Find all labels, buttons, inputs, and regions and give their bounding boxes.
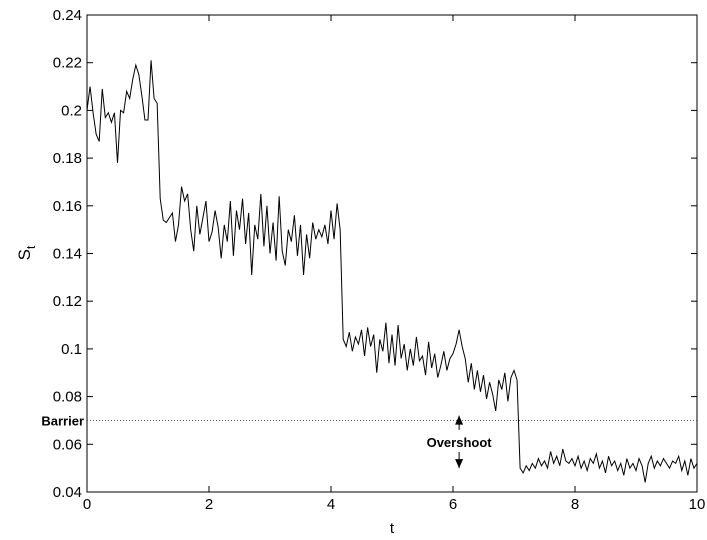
x-tick-label: 4 <box>327 496 335 513</box>
y-tick-label: 0.14 <box>53 246 82 263</box>
y-tick-label: 0.2 <box>61 102 82 119</box>
overshoot-arrowhead-down <box>455 459 464 469</box>
y-tick-label: 0.1 <box>61 341 82 358</box>
y-axis-label-main: S <box>15 249 34 260</box>
x-tick-label: 8 <box>571 496 579 513</box>
y-tick-label: 0.24 <box>53 7 82 24</box>
x-tick-label: 10 <box>689 496 706 513</box>
y-tick-label: 0.06 <box>53 436 82 453</box>
x-tick-label: 2 <box>205 496 213 513</box>
plot-frame <box>86 14 698 493</box>
x-axis-label: t <box>390 520 395 537</box>
y-axis-label: St <box>15 245 38 260</box>
overshoot-label: Overshoot <box>427 435 493 450</box>
x-tick-label: 6 <box>449 496 457 513</box>
y-tick-label: 0.18 <box>53 150 82 167</box>
y-tick-label: 0.22 <box>53 55 82 72</box>
y-tick-label: 0.12 <box>53 293 82 310</box>
series-line <box>86 60 698 483</box>
barrier-label: Barrier <box>41 413 84 428</box>
y-tick-label: 0.04 <box>53 484 82 501</box>
x-tick-label: 0 <box>83 496 91 513</box>
y-axis-label-subscript: t <box>24 245 38 249</box>
overshoot-arrowhead-up <box>455 415 464 425</box>
y-tick-label: 0.16 <box>53 198 82 215</box>
y-tick-label: 0.08 <box>53 389 82 406</box>
